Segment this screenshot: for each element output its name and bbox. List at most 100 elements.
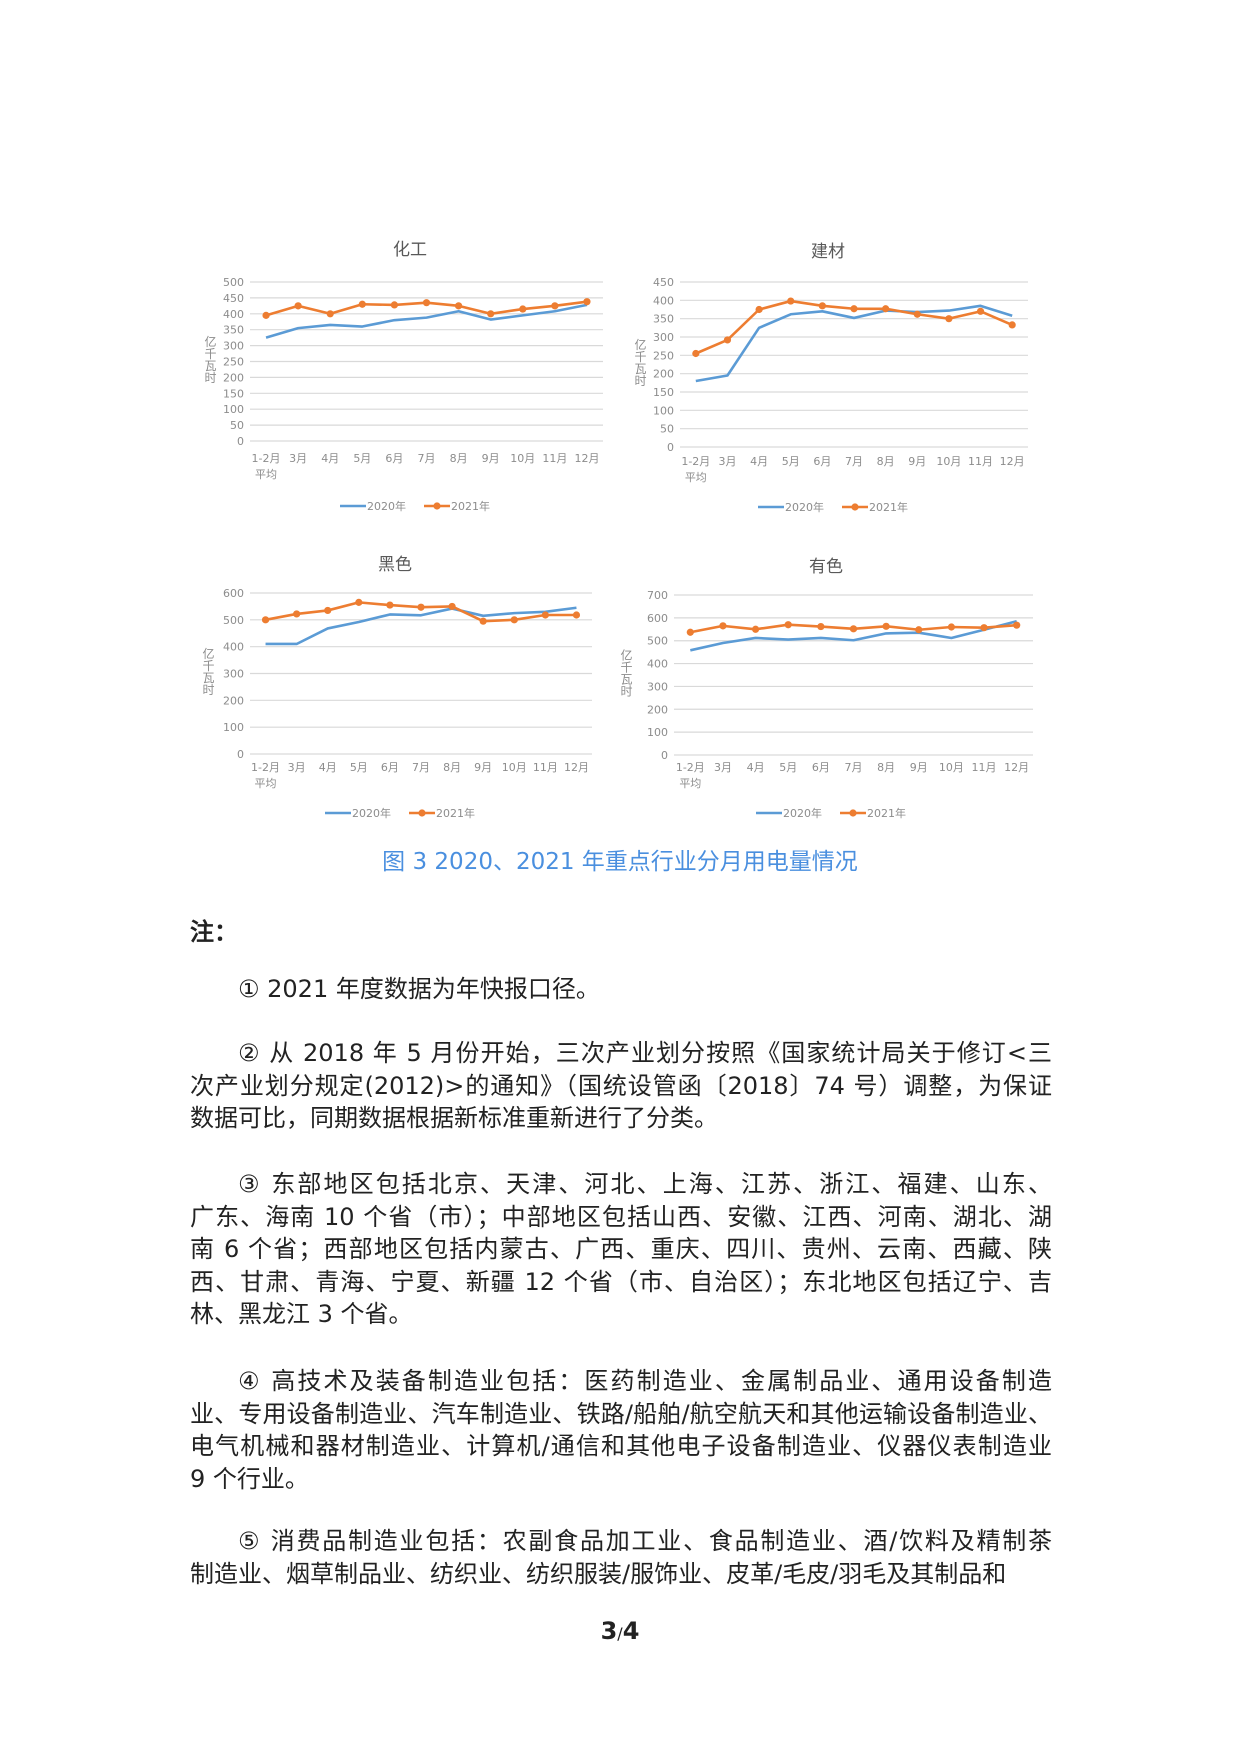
y-tick-label: 400 [647, 658, 668, 671]
data-point [355, 598, 363, 606]
x-tick-label: 11月 [972, 761, 997, 774]
data-point [454, 302, 463, 310]
note-line: ① 2021 年度数据为年快报口径。 [238, 975, 600, 1003]
data-point [784, 621, 792, 629]
legend-marker [418, 809, 426, 817]
legend-marker [849, 809, 857, 817]
x-tick-label: 1-2月 [251, 761, 280, 774]
y-axis-label: 亿千瓦时 [203, 334, 217, 383]
y-tick-label: 200 [653, 368, 674, 381]
x-tick-label: 6月 [385, 452, 403, 465]
data-point [324, 606, 332, 615]
data-point [551, 302, 559, 310]
note-item: ③ 东部地区包括北京、天津、河北、上海、江苏、浙江、福建、山东、广东、海南 10… [190, 1168, 1052, 1331]
data-point [541, 611, 549, 619]
note-line: 电气机械和器材制造业、计算机/通信和其他电子设备制造业、仪器仪表制造业 [190, 1432, 1052, 1460]
data-point [417, 603, 425, 611]
y-tick-label: 300 [223, 668, 244, 681]
legend-label: 2020年 [783, 806, 822, 820]
x-tick-label: 12月 [1004, 761, 1029, 774]
x-tick-label: 6月 [381, 761, 399, 774]
data-point [850, 305, 858, 313]
x-tick-label: 平均 [255, 468, 277, 481]
data-point [358, 300, 366, 308]
y-tick-label: 150 [223, 387, 244, 400]
data-point [386, 601, 394, 609]
x-tick-label: 5月 [350, 761, 368, 774]
y-axis-label: 亿千瓦时 [619, 648, 633, 697]
x-tick-label: 8月 [443, 761, 461, 774]
data-point [976, 307, 985, 315]
note-line: 制造业、烟草制品业、纺织业、纺织服装/服饰业、皮革/毛皮/羽毛及其制品和 [190, 1559, 1007, 1588]
data-point [913, 310, 921, 318]
note-line: 广东、海南 10 个省（市）；中部地区包括山西、安徽、江西、河南、湖北、湖 [190, 1202, 1052, 1231]
data-point [751, 625, 760, 633]
y-tick-label: 300 [653, 331, 674, 344]
y-tick-label: 100 [653, 404, 674, 417]
x-tick-label: 平均 [685, 471, 707, 484]
y-tick-label: 350 [653, 313, 674, 326]
data-point [882, 622, 890, 630]
y-tick-label: 500 [223, 614, 244, 627]
y-tick-label: 500 [647, 635, 668, 648]
note-line: ⑤ 消费品制造业包括：农副食品加工业、食品制造业、酒/饮料及精制茶 [238, 1527, 1052, 1555]
data-point [980, 624, 988, 632]
data-point [448, 602, 456, 611]
x-tick-label: 9月 [482, 452, 500, 465]
x-tick-label: 7月 [418, 452, 436, 465]
x-tick-label: 3月 [288, 761, 306, 774]
y-tick-label: 250 [223, 356, 244, 369]
y-tick-label: 250 [653, 349, 674, 362]
page-total: 4 [622, 1617, 640, 1645]
legend-marker [433, 502, 441, 510]
data-point [1013, 621, 1021, 629]
data-point [583, 298, 591, 306]
x-tick-label: 12月 [574, 452, 599, 465]
note-item: ① 2021 年度数据为年快报口径。 [190, 973, 1052, 1006]
data-point [390, 301, 399, 309]
x-tick-label: 8月 [877, 455, 895, 468]
note-line: 南 6 个省；西部地区包括内蒙古、广西、重庆、四川、贵州、云南、西藏、陕 [190, 1235, 1052, 1263]
y-tick-label: 350 [223, 324, 244, 337]
y-axis-label: 亿千瓦时 [633, 337, 647, 386]
note-item: ⑤ 消费品制造业包括：农副食品加工业、食品制造业、酒/饮料及精制茶制造业、烟草制… [190, 1525, 1052, 1590]
y-tick-label: 450 [653, 276, 674, 289]
x-tick-label: 7月 [845, 761, 863, 774]
y-tick-label: 600 [223, 587, 244, 600]
series-line-2020年 [265, 606, 577, 646]
data-point [787, 297, 795, 305]
x-tick-label: 7月 [845, 455, 863, 468]
data-point [479, 617, 487, 625]
y-tick-label: 50 [230, 419, 244, 432]
note-item: ② 从 2018 年 5 月份开始，三次产业划分按照《国家统计局关于修订<三 次产… [190, 1037, 1052, 1135]
note-line: ③ 东部地区包括北京、天津、河北、上海、江苏、浙江、福建、山东、 [238, 1170, 1052, 1198]
data-point [293, 610, 301, 618]
x-tick-label: 10月 [510, 452, 535, 465]
x-tick-label: 10月 [936, 455, 961, 468]
x-tick-label: 6月 [812, 761, 830, 774]
data-point [519, 305, 527, 313]
data-point [817, 622, 825, 631]
notes-title: 注： [190, 918, 238, 946]
y-tick-label: 0 [237, 748, 244, 761]
x-tick-label: 平均 [679, 777, 701, 790]
y-tick-label: 200 [223, 694, 244, 707]
y-tick-label: 400 [653, 294, 674, 307]
y-tick-label: 200 [647, 703, 668, 716]
legend-label: 2020年 [352, 806, 391, 820]
y-tick-label: 450 [223, 292, 244, 305]
x-tick-label: 4月 [747, 761, 765, 774]
legend-label: 2021年 [451, 499, 490, 513]
data-point [915, 626, 923, 634]
legend-label: 2020年 [367, 499, 406, 513]
note-line: 数据可比，同期数据根据新标准重新进行了分类。 [190, 1104, 718, 1132]
data-point [572, 611, 581, 619]
x-tick-label: 6月 [813, 455, 831, 468]
data-point [487, 310, 495, 318]
y-tick-label: 300 [223, 340, 244, 353]
y-tick-label: 100 [223, 721, 244, 734]
y-tick-label: 400 [223, 641, 244, 654]
data-point [294, 302, 302, 310]
